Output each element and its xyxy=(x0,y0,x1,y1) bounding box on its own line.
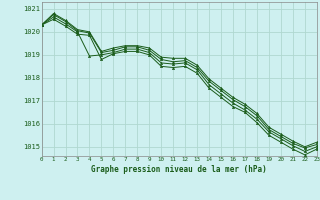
X-axis label: Graphe pression niveau de la mer (hPa): Graphe pression niveau de la mer (hPa) xyxy=(91,165,267,174)
